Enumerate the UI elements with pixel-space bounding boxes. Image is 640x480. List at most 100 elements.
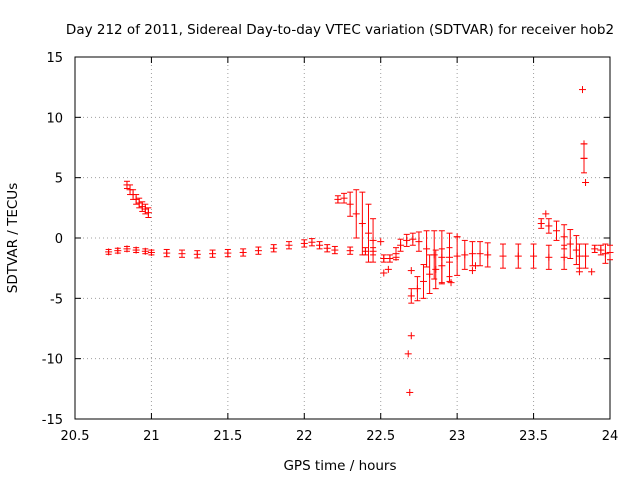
data-point — [346, 246, 354, 255]
data-point — [588, 268, 596, 276]
x-tick-label: 21 — [143, 429, 160, 444]
y-tick-label: 10 — [46, 111, 63, 126]
data-point — [380, 254, 388, 263]
data-point — [597, 244, 605, 256]
data-point — [334, 195, 342, 204]
data-point — [384, 265, 392, 273]
series-outliers — [377, 86, 596, 396]
data-point — [426, 254, 434, 295]
data-point — [392, 253, 400, 261]
series-pre-gap-excursion — [334, 189, 377, 263]
series-late-excursion — [537, 218, 580, 266]
data-point — [591, 244, 599, 253]
series-lower-branch — [407, 247, 453, 304]
data-points — [105, 86, 614, 396]
x-tick-label: 24 — [602, 429, 619, 444]
data-point — [453, 233, 461, 241]
grid-lines — [75, 57, 610, 419]
data-point — [404, 350, 412, 358]
data-point — [530, 243, 538, 269]
data-point — [476, 241, 484, 267]
data-point — [270, 244, 278, 253]
x-tick-label: 20.5 — [61, 429, 90, 444]
data-point — [407, 288, 415, 304]
data-point — [578, 86, 586, 94]
y-tick-label: -5 — [50, 292, 63, 307]
data-point — [141, 247, 149, 255]
data-point — [163, 248, 171, 258]
data-point — [406, 388, 414, 396]
data-point — [413, 276, 421, 302]
data-point — [420, 264, 428, 299]
x-tick-label: 22.5 — [366, 429, 395, 444]
data-point — [285, 241, 293, 250]
data-point — [409, 232, 417, 246]
data-point — [438, 248, 446, 284]
x-tick-label: 23 — [449, 429, 466, 444]
series-end-segment — [591, 243, 614, 264]
tick-marks — [74, 56, 611, 420]
data-point — [537, 218, 545, 229]
data-point — [397, 238, 405, 252]
series-main-band — [105, 238, 377, 259]
data-point — [377, 238, 385, 246]
data-point — [340, 192, 348, 204]
data-point — [144, 207, 152, 218]
data-point — [560, 224, 568, 250]
data-point — [323, 244, 331, 253]
data-point — [545, 244, 553, 270]
data-point — [114, 247, 122, 255]
series-late-band — [484, 242, 590, 270]
data-point — [105, 248, 113, 256]
data-point — [514, 243, 522, 269]
y-tick-label: 15 — [46, 51, 63, 66]
data-point — [300, 239, 308, 248]
data-point — [254, 246, 262, 255]
data-point — [415, 231, 423, 252]
data-point — [132, 246, 140, 254]
x-tick-label: 22 — [296, 429, 313, 444]
data-point — [403, 233, 411, 247]
data-point — [575, 243, 583, 269]
x-tick-label: 21.5 — [213, 429, 242, 444]
data-point — [407, 267, 415, 275]
y-tick-label: 5 — [55, 172, 63, 187]
y-tick-label: -15 — [42, 413, 63, 428]
tick-labels: 20.5 21 21.5 22 22.5 23 23.5 24 -15 -10 -5 0 5 10 15 — [42, 51, 619, 444]
data-point — [316, 241, 324, 250]
data-point — [361, 247, 369, 256]
chart-title: Day 212 of 2011, Sidereal Day-to-day VTE… — [66, 22, 614, 38]
data-point — [352, 189, 360, 239]
data-point — [239, 248, 247, 257]
data-point — [461, 239, 469, 270]
data-point — [499, 243, 507, 269]
data-point — [601, 243, 609, 264]
x-tick-label: 23.5 — [519, 429, 548, 444]
data-point — [358, 191, 366, 256]
data-point — [580, 143, 588, 174]
data-point — [453, 236, 461, 276]
data-point — [566, 229, 574, 260]
data-point — [132, 194, 140, 205]
data-point — [369, 218, 377, 263]
series-spike-error-bar — [580, 143, 588, 174]
data-point — [542, 210, 550, 218]
data-point — [582, 243, 590, 269]
data-point — [209, 249, 217, 258]
y-axis-label: SDTVAR / TECUs — [5, 183, 21, 293]
data-point — [308, 238, 316, 247]
data-point — [446, 247, 453, 278]
data-point — [331, 245, 339, 255]
x-axis-label: GPS time / hours — [283, 458, 396, 474]
y-tick-label: -10 — [42, 353, 63, 368]
data-point — [346, 191, 354, 217]
data-point — [178, 249, 186, 258]
data-point — [468, 241, 476, 267]
data-point — [572, 235, 580, 266]
data-point — [380, 269, 388, 277]
data-point — [224, 248, 232, 258]
data-point — [606, 244, 614, 261]
data-point — [575, 268, 583, 276]
data-point — [447, 279, 455, 287]
